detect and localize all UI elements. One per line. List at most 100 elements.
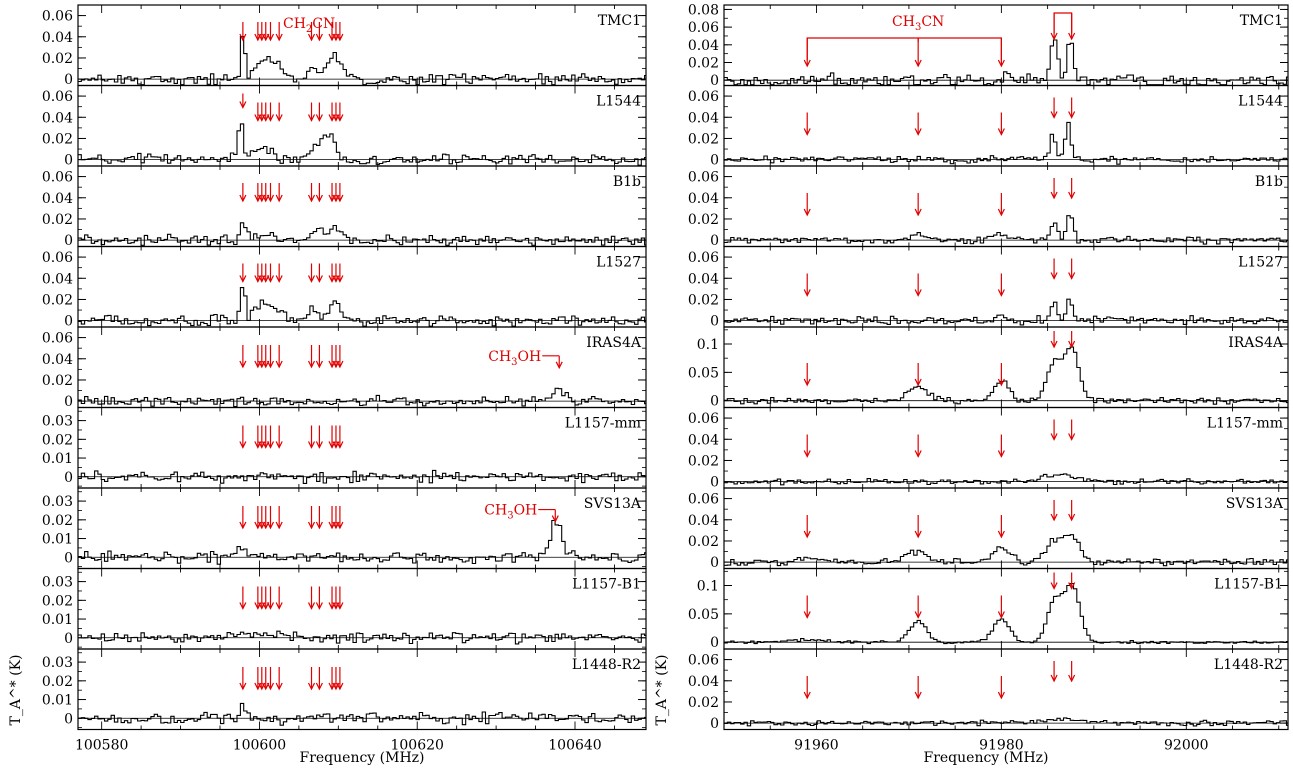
line-marker-arrow: [239, 22, 247, 42]
line-marker-arrow: [262, 586, 270, 610]
source-label: L1157-mm: [1207, 416, 1283, 432]
source-label: L1448-R2: [1214, 657, 1283, 673]
spectrum-line: [78, 287, 646, 327]
line-marker-arrow: [336, 22, 344, 42]
line-marker-arrow: [239, 263, 247, 283]
line-marker-arrow: [307, 506, 316, 530]
line-marker-arrow: [1068, 419, 1076, 441]
left-panel-l1157-b1: 0 0.01 0.02 0.03 L1157-B1: [42, 567, 647, 650]
y-tick-label: 0: [710, 73, 719, 89]
x-tick-label: 100580: [75, 738, 128, 754]
line-marker-arrow: [239, 93, 247, 109]
source-label: L1157-mm: [565, 416, 641, 432]
y-tick-label: 0.04: [42, 191, 73, 207]
panel-frame: [723, 165, 1289, 248]
line-marker-arrow: [307, 586, 316, 610]
line-marker-arrow: [803, 112, 811, 136]
molecule-label: CH3CN: [892, 14, 944, 33]
line-marker-arrow: [275, 506, 283, 530]
line-marker-arrow: [1068, 500, 1076, 522]
line-marker-arrow: [315, 506, 323, 530]
line-marker-arrow: [315, 263, 323, 283]
y-tick-label: 0.06: [42, 170, 73, 186]
y-tick-label: 0.02: [688, 131, 719, 147]
y-tick-label: 0.01: [42, 532, 73, 548]
y-tick-label: 0.02: [688, 292, 719, 308]
right-panel-b1b: 0 0.02 0.04 0.06 B1b: [688, 165, 1289, 249]
panel-frame: [77, 648, 647, 731]
left-y-axis-title: T_A^* (K): [8, 654, 24, 725]
y-tick-label: 0.02: [42, 373, 73, 389]
line-marker-arrow: [1050, 178, 1058, 200]
spectrum-line: [78, 36, 646, 86]
y-tick-label: 0: [710, 314, 719, 330]
line-marker-arrow: [336, 345, 344, 369]
right-panel-l1527: 0 0.02 0.04 0.06 L1527: [688, 245, 1289, 330]
right-x-axis-title: Frequency (MHz): [923, 750, 1048, 766]
y-tick-label: 0.03: [42, 655, 73, 671]
y-tick-label: 0: [710, 233, 719, 249]
line-marker-arrow: [262, 425, 270, 449]
y-tick-label: 0.06: [688, 653, 719, 669]
source-label: SVS13A: [1226, 496, 1284, 512]
source-label: L1527: [596, 255, 641, 271]
line-marker-arrow: [262, 667, 270, 691]
panel-frame: [723, 567, 1289, 650]
y-tick-label: 0.04: [688, 432, 719, 448]
line-marker-arrow: [307, 425, 316, 449]
line-marker-arrow: [266, 425, 275, 449]
y-tick-label: 0.02: [42, 292, 73, 308]
spectrum-line: [78, 469, 646, 484]
y-tick-label: 0.04: [688, 38, 719, 54]
right-panel-iras4a: 0 0.05 0.1 IRAS4A: [688, 326, 1289, 410]
line-marker-arrow: [275, 22, 283, 42]
right-panel-l1448-r2: 0 0.02 0.04 0.06 L1448-R2 91960 91980 92000: [688, 648, 1289, 754]
line-marker-arrow: [307, 22, 316, 42]
panel-frame: [77, 326, 647, 409]
y-tick-label: 0.04: [688, 513, 719, 529]
line-marker-arrow: [266, 667, 275, 691]
line-marker-arrow: [275, 102, 283, 122]
y-tick-label: 0.02: [42, 131, 73, 147]
spectrum-line: [724, 298, 1288, 326]
line-marker-arrow: [1050, 572, 1058, 590]
y-tick-label: 0.01: [42, 693, 73, 709]
line-marker-arrow: [307, 345, 316, 369]
line-marker-arrow: [239, 506, 247, 530]
source-label: L1448-R2: [572, 657, 641, 673]
line-marker-arrow: [803, 434, 811, 458]
y-tick-label: 0.02: [42, 212, 73, 228]
line-marker-arrow: [914, 434, 922, 458]
line-marker-arrow: [803, 676, 811, 700]
x-tick-label: 91980: [979, 738, 1024, 754]
right-panel-l1157-mm: 0 0.02 0.04 0.06 L1157-mm: [688, 406, 1289, 491]
right-panel-tmc1: 00.02 0.04 0.06 0.08 TMC1 CH3CN: [688, 2, 1289, 89]
spectrum-line: [724, 473, 1288, 486]
x-tick-label: 100600: [233, 738, 286, 754]
y-tick-label: 0.02: [42, 593, 73, 609]
line-marker-arrow: [336, 183, 344, 203]
y-tick-label: 0: [710, 555, 719, 571]
panel-frame: [77, 4, 647, 87]
line-marker-arrow: [239, 425, 247, 449]
x-tick-label: 91960: [794, 738, 839, 754]
line-marker-arrow: [1050, 661, 1058, 683]
y-tick-label: 0.02: [42, 674, 73, 690]
panel-frame: [77, 245, 647, 328]
source-label: L1527: [1238, 255, 1283, 271]
line-marker-arrow: [262, 506, 270, 530]
line-marker-arrow: [266, 183, 275, 203]
y-tick-label: 0.01: [42, 612, 73, 628]
panel-frame: [723, 245, 1289, 328]
methanol-label: CH3OH: [484, 503, 537, 522]
y-tick-label: 0: [710, 153, 719, 169]
line-marker-arrow: [239, 183, 247, 203]
source-label: L1157-B1: [1214, 577, 1283, 593]
y-tick-label: 0: [64, 153, 73, 169]
y-tick-label: 0.1: [697, 337, 719, 353]
y-tick-label: 0.03: [42, 575, 73, 591]
source-label: L1544: [596, 94, 641, 110]
panel-frame: [77, 84, 647, 167]
ch3cn-bracket-pair: [1053, 12, 1073, 33]
